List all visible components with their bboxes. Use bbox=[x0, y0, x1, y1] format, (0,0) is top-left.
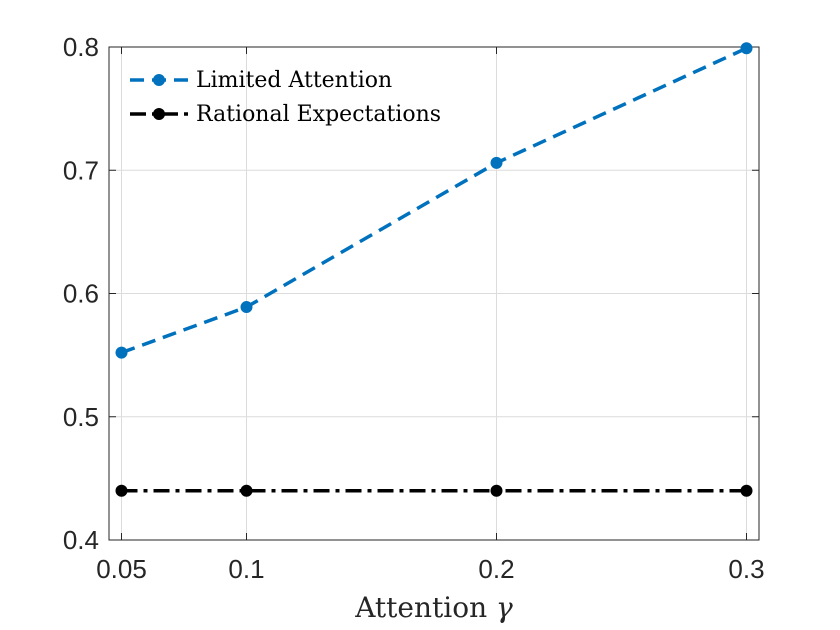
y-tick-label: 0.5 bbox=[63, 402, 99, 432]
x-tick-label: 0.1 bbox=[228, 554, 264, 584]
y-tick-label: 0.7 bbox=[63, 155, 99, 185]
y-tick-label: 0.4 bbox=[63, 525, 99, 555]
y-tick-label: 0.6 bbox=[63, 279, 99, 309]
x-tick-label: 0.2 bbox=[478, 554, 514, 584]
series-0-point bbox=[115, 346, 128, 359]
series-1-point bbox=[490, 484, 503, 497]
legend-marker-0 bbox=[153, 74, 165, 86]
x-axis-title-symbol: γ bbox=[496, 591, 513, 624]
legend-marker-1 bbox=[153, 108, 165, 120]
legend: Limited Attention Rational Expectations bbox=[130, 68, 441, 127]
series-1-point bbox=[740, 484, 753, 497]
legend-label-1: Rational Expectations bbox=[196, 102, 441, 127]
series-0-point bbox=[490, 156, 503, 169]
x-tick-label: 0.3 bbox=[728, 554, 764, 584]
series-0-point bbox=[740, 42, 753, 55]
series-layer bbox=[115, 42, 753, 497]
x-tick-label: 0.05 bbox=[96, 554, 147, 584]
series-1-point bbox=[240, 484, 253, 497]
series-line-0 bbox=[120, 46, 748, 355]
y-tick-label: 0.8 bbox=[63, 32, 99, 62]
x-axis-title: Attention γ bbox=[354, 591, 513, 624]
x-axis-title-text: Attention bbox=[354, 591, 487, 624]
series-1-point bbox=[115, 484, 128, 497]
legend-label-0: Limited Attention bbox=[196, 68, 392, 93]
axes-layer: 0.05 0.1 0.2 0.3 0.4 0.5 0.6 0.7 0.8 bbox=[63, 32, 765, 584]
series-0-point bbox=[240, 301, 253, 314]
label-layer: Attention γ bbox=[354, 591, 513, 624]
